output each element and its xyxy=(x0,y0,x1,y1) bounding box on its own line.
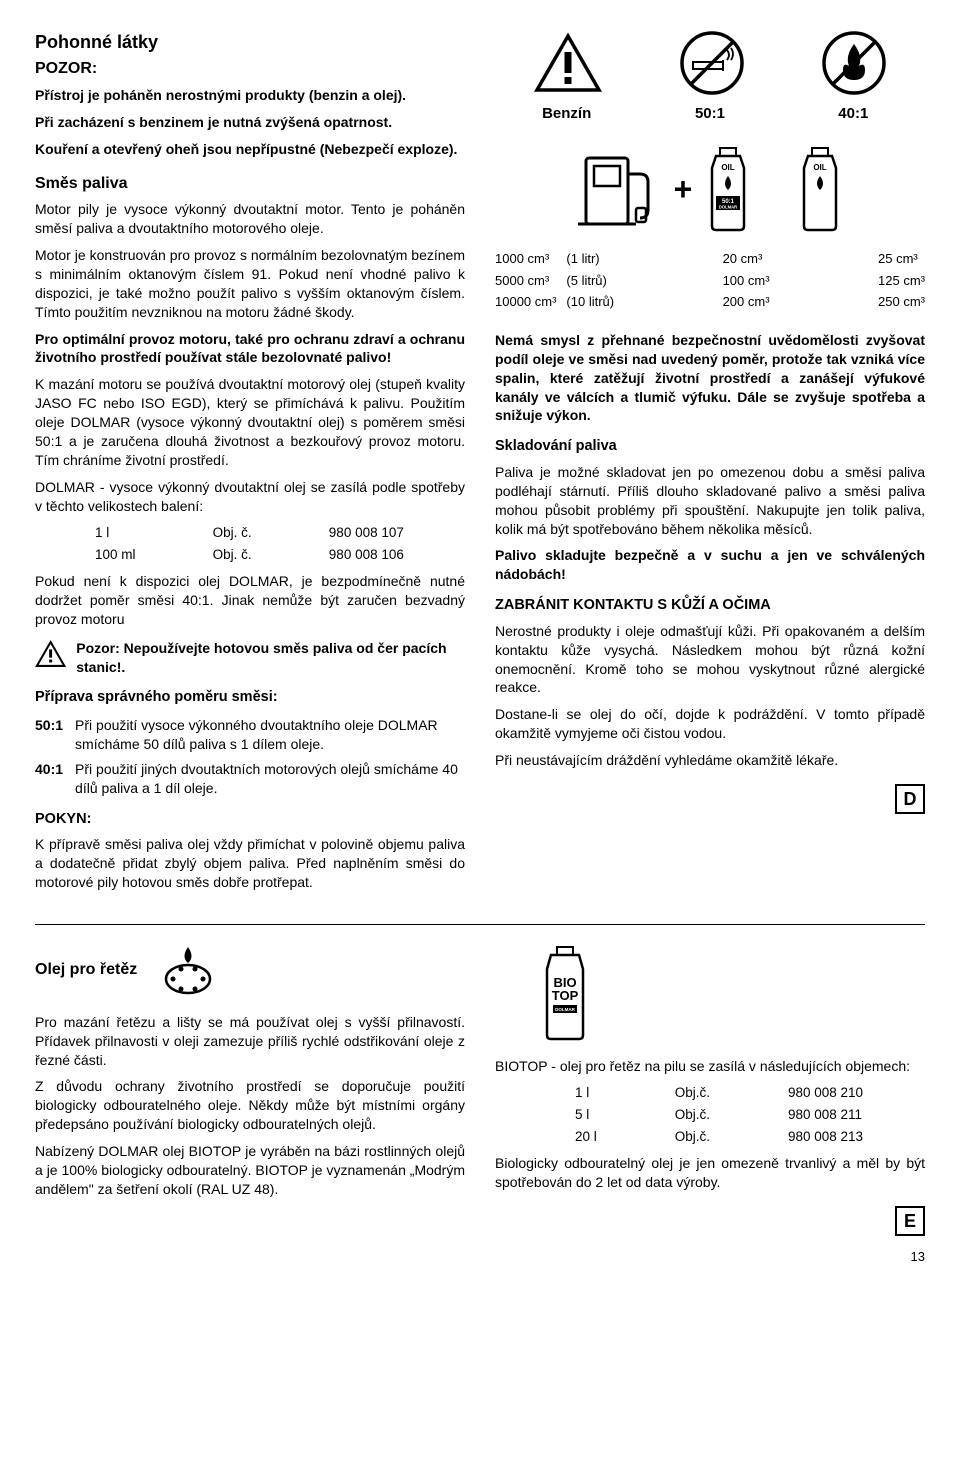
label-40: 40:1 xyxy=(782,104,925,124)
mt-r1-d: 25 cm³ xyxy=(878,250,925,268)
mt-r3-d: 250 cm³ xyxy=(878,293,925,311)
no-fire-icon xyxy=(821,30,887,96)
chain-p1: Pro mazání řetězu a lišty se má používat… xyxy=(35,1013,465,1070)
heading-smes: Směs paliva xyxy=(35,173,465,195)
mt-r2-d: 125 cm³ xyxy=(878,272,925,290)
intro-2: Při zacházení s benzinem je nutná zvýšen… xyxy=(35,113,465,132)
oil-bottle-dolmar-icon: OIL 50:1 DOLMAR xyxy=(702,144,754,234)
co1-code: 980 008 210 xyxy=(788,1084,925,1102)
ratio-40-key: 40:1 xyxy=(35,760,63,798)
mix-p6: Pokud není k dispozici olej DOLMAR, je b… xyxy=(35,572,465,629)
mix-p5: DOLMAR - vysoce výkonný dvoutaktní olej … xyxy=(35,478,465,516)
mt-r1-a: 1000 cm³ xyxy=(495,250,556,268)
safety-icons-row xyxy=(495,30,925,96)
mt-r3-a: 10000 cm³ xyxy=(495,293,556,311)
svg-text:TOP: TOP xyxy=(552,988,579,1003)
co2-label: Obj.č. xyxy=(675,1106,772,1124)
heading-pozor: POZOR: xyxy=(35,58,465,80)
warning-triangle-icon xyxy=(533,32,603,94)
mt-r1-c: 20 cm³ xyxy=(723,250,770,268)
chain-left-col: Olej pro řetěz Pro mazání řetězu a lišty… xyxy=(35,943,465,1236)
mt-r2-c: 100 cm³ xyxy=(723,272,770,290)
chain-p3: Nabízený DOLMAR olej BIOTOP je vyráběn n… xyxy=(35,1142,465,1199)
pokyn-text: K přípravě směsi paliva olej vždy přimíc… xyxy=(35,835,465,892)
order2-label: Obj. č. xyxy=(213,546,313,564)
order1-code: 980 008 107 xyxy=(329,524,465,542)
ratio-50-text: Při použití vysoce výkonného dvoutaktníh… xyxy=(75,716,465,754)
order1-label: Obj. č. xyxy=(213,524,313,542)
mix-p3: Pro optimální provoz motoru, také pro oc… xyxy=(35,330,465,368)
chain-p5: Biologicky odbouratelný olej je jen omez… xyxy=(495,1154,925,1192)
biotop-bottle-icon: BIO TOP DOLMAR xyxy=(535,943,595,1043)
mt-r2-a: 5000 cm³ xyxy=(495,272,556,290)
fuel-diagram-row: + OIL 50:1 DOLMAR OIL xyxy=(495,144,925,234)
chain-right-col: BIO TOP DOLMAR BIOTOP - olej pro řetěz n… xyxy=(495,943,925,1236)
mix-p4: K mazání motoru se používá dvoutaktní mo… xyxy=(35,375,465,469)
svg-text:OIL: OIL xyxy=(814,163,827,172)
warning-triangle-icon xyxy=(35,639,66,669)
left-column: Pohonné látky POZOR: Přístroj je poháněn… xyxy=(35,30,465,900)
right-column: Benzín 50:1 40:1 + OIL 50:1 DOLMAR xyxy=(495,30,925,900)
section-letter-d: D xyxy=(895,784,925,814)
oil-drop-chain-icon xyxy=(161,943,215,997)
section-letter-e: E xyxy=(895,1206,925,1236)
ratio-50-key: 50:1 xyxy=(35,716,63,754)
oil-bottle-generic-icon: OIL xyxy=(794,144,846,234)
heading-pohonne: Pohonné látky xyxy=(35,30,465,54)
mix-table: 1000 cm³ (1 litr) 20 cm³ 25 cm³ 5000 cm³… xyxy=(495,250,925,311)
fuel-pump-icon xyxy=(574,144,664,234)
co3-qty: 20 l xyxy=(575,1128,659,1146)
mt-r2-b: (5 litrů) xyxy=(566,272,614,290)
skin-p3: Při neustávajícím dráždění vyhledáme oka… xyxy=(495,751,925,770)
warning-block: Pozor: Nepoužívejte hotovou směs paliva … xyxy=(35,639,465,677)
storage-p1: Paliva je možné skladovat jen po omezeno… xyxy=(495,463,925,539)
mt-r1-b: (1 litr) xyxy=(566,250,614,268)
co1-label: Obj.č. xyxy=(675,1084,772,1102)
intro-1: Přístroj je poháněn nerostnými produkty … xyxy=(35,86,465,105)
chain-heading: Olej pro řetěz xyxy=(35,959,137,981)
chain-p2: Z důvodu ochrany životního prostředí se … xyxy=(35,1077,465,1134)
plus-icon: + xyxy=(674,168,693,211)
warn-text: Pozor: Nepoužívejte hotovou směs paliva … xyxy=(76,639,465,677)
skin-p1: Nerostné produkty i oleje odmašťují kůži… xyxy=(495,622,925,698)
ratio-block: 50:1 Při použití vysoce výkonného dvouta… xyxy=(35,716,465,798)
order2-qty: 100 ml xyxy=(95,546,197,564)
order2-code: 980 008 106 xyxy=(329,546,465,564)
ratio-labels-row: Benzín 50:1 40:1 xyxy=(495,104,925,124)
mix-p2: Motor je konstruován pro provoz s normál… xyxy=(35,246,465,322)
svg-text:DOLMAR: DOLMAR xyxy=(719,205,737,210)
order1-qty: 1 l xyxy=(95,524,197,542)
svg-text:OIL: OIL xyxy=(722,163,735,172)
mt-r3-b: (10 litrů) xyxy=(566,293,614,311)
order-list: 1 l Obj. č. 980 008 107 100 ml Obj. č. 9… xyxy=(95,524,465,564)
excess-p: Nemá smysl z přehnané bezpečnostní uvědo… xyxy=(495,331,925,425)
mt-r3-c: 200 cm³ xyxy=(723,293,770,311)
co2-code: 980 008 211 xyxy=(788,1106,925,1124)
section-divider xyxy=(35,924,925,925)
storage-heading: Skladování paliva xyxy=(495,437,925,457)
co2-qty: 5 l xyxy=(575,1106,659,1124)
co1-qty: 1 l xyxy=(575,1084,659,1102)
storage-p2: Palivo skladujte bezpečně a v suchu a je… xyxy=(495,546,925,584)
mix-p1: Motor pily je vysoce výkonný dvoutaktní … xyxy=(35,200,465,238)
ratio-heading: Příprava správného poměru směsi: xyxy=(35,688,465,708)
no-smoking-icon xyxy=(679,30,745,96)
co3-code: 980 008 213 xyxy=(788,1128,925,1146)
chain-p4: BIOTOP - olej pro řetěz na pilu se zasíl… xyxy=(495,1057,925,1076)
chain-order-list: 1 l Obj.č. 980 008 210 5 l Obj.č. 980 00… xyxy=(575,1084,925,1147)
label-50: 50:1 xyxy=(638,104,781,124)
ratio-40-text: Při použití jiných dvoutaktních motorový… xyxy=(75,760,465,798)
page-number: 13 xyxy=(35,1248,925,1266)
skin-heading: ZABRÁNIT KONTAKTU S KŮŽÍ A OČIMA xyxy=(495,596,925,616)
skin-p2: Dostane-li se olej do očí, dojde k podrá… xyxy=(495,705,925,743)
pokyn-heading: POKYN: xyxy=(35,810,465,830)
svg-text:DOLMAR: DOLMAR xyxy=(555,1007,575,1012)
co3-label: Obj.č. xyxy=(675,1128,772,1146)
label-benzin: Benzín xyxy=(495,104,638,124)
intro-3: Kouření a otevřený oheň jsou nepřípustné… xyxy=(35,140,465,159)
